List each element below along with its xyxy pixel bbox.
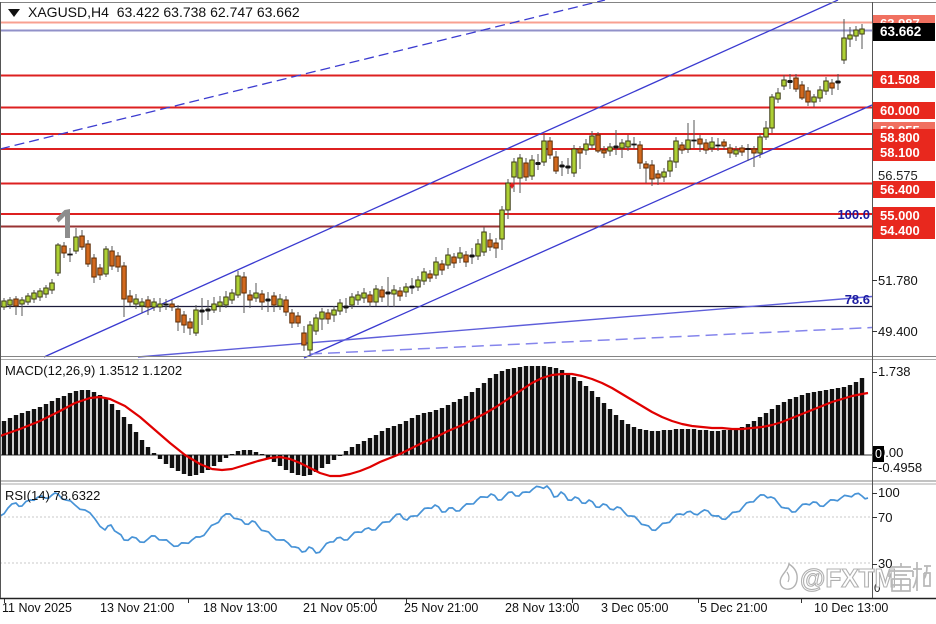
svg-text:@FXTM: @FXTM — [800, 563, 896, 593]
